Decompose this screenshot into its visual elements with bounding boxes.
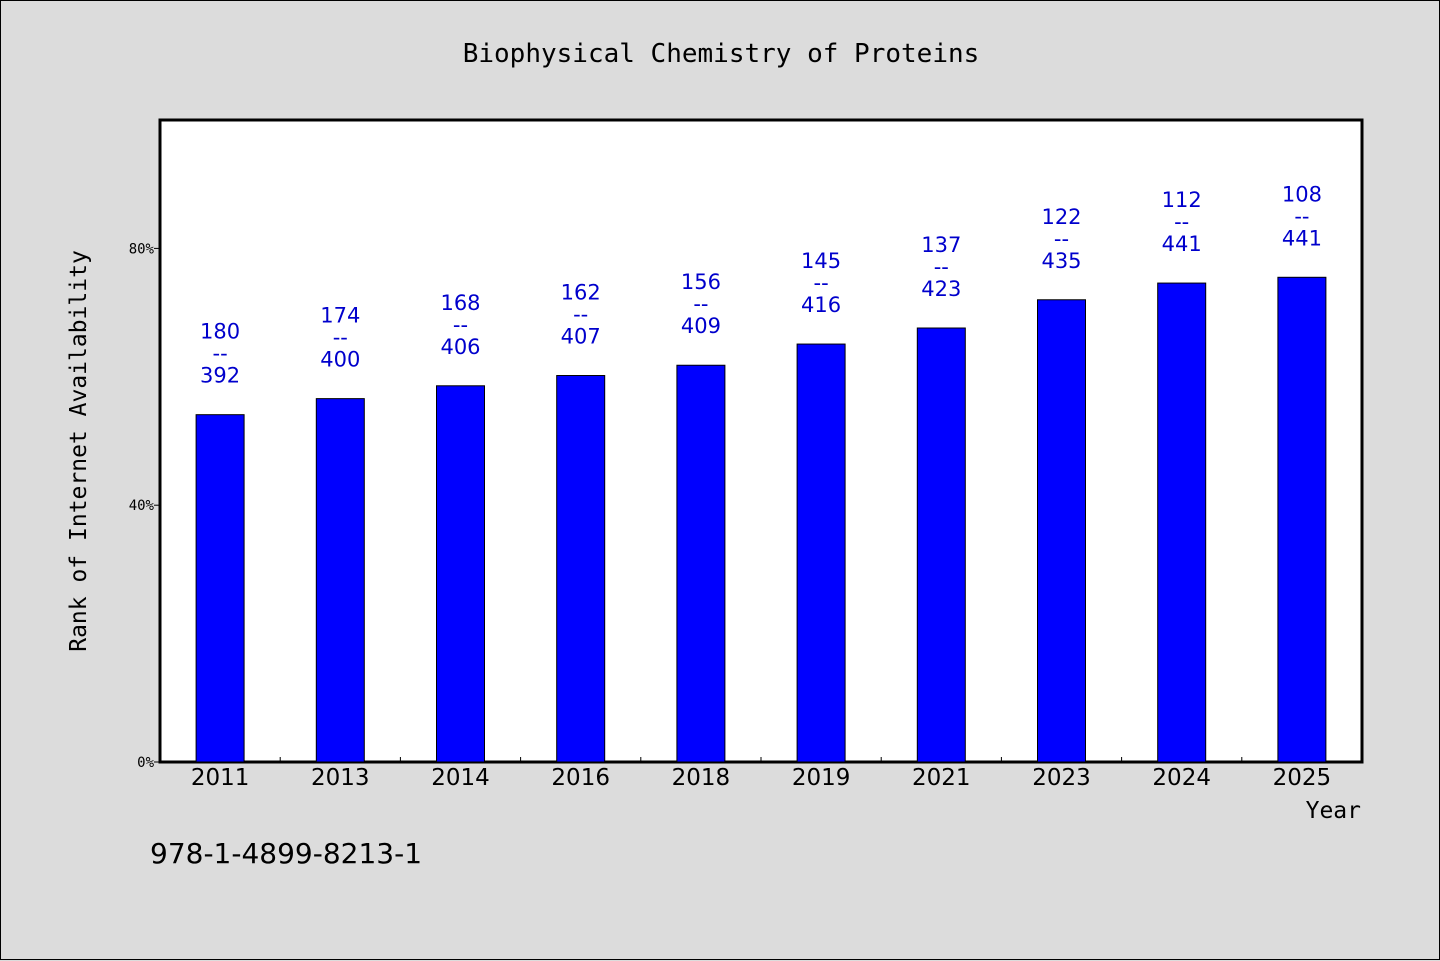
data-label: 122 --435 (1041, 205, 1081, 273)
x-axis-label: Year (1306, 798, 1361, 824)
x-tick-label: 2025 (1273, 765, 1332, 791)
bars (195, 276, 1327, 763)
isbn-footer: 978-1-4899-8213-1 (150, 837, 422, 870)
y-axis-label: Rank of Internet Availability (66, 250, 92, 652)
bar (1277, 276, 1327, 763)
x-tick-label: 2021 (912, 765, 971, 791)
data-label: 162 --407 (561, 281, 601, 349)
x-tick-label: 2018 (672, 765, 731, 791)
x-tick-label: 2023 (1032, 765, 1091, 791)
bar (556, 375, 606, 763)
bar (916, 327, 966, 763)
x-axis-ticks: 2011 2013 2014 2016 2018 2019 2021 2023 2024 2025 (191, 757, 1331, 791)
data-label: 108 --441 (1282, 182, 1322, 250)
bar (796, 343, 846, 763)
data-label: 145 --416 (801, 249, 841, 317)
bar (436, 385, 485, 763)
bar (195, 414, 245, 763)
data-label: 137 --423 (921, 233, 961, 301)
data-label: 168 --406 (440, 291, 480, 359)
x-tick-label: 2019 (792, 765, 851, 791)
chart-title: Biophysical Chemistry of Proteins (463, 39, 980, 69)
bar (315, 398, 365, 763)
data-label: 174 --400 (320, 304, 360, 372)
data-labels: 180 --392 174 --400 168 --406 162 --407 156 --409… (200, 182, 1322, 387)
bar (676, 364, 726, 763)
x-tick-label: 2024 (1152, 765, 1211, 791)
x-tick-label: 2011 (191, 765, 250, 791)
bar (1157, 282, 1207, 763)
data-label: 180 --392 (200, 320, 240, 388)
data-label: 156 --409 (681, 270, 721, 338)
bar (1037, 299, 1086, 763)
y-tick-label: 80% (129, 241, 155, 257)
x-tick-label: 2016 (551, 765, 610, 791)
x-tick-label: 2014 (431, 765, 490, 791)
y-axis-ticks: 0% 40% 80% (129, 241, 160, 771)
data-label: 112 --441 (1162, 188, 1202, 256)
y-tick-label: 40% (129, 498, 155, 514)
y-tick-label: 0% (137, 755, 154, 771)
x-tick-label: 2013 (311, 765, 370, 791)
